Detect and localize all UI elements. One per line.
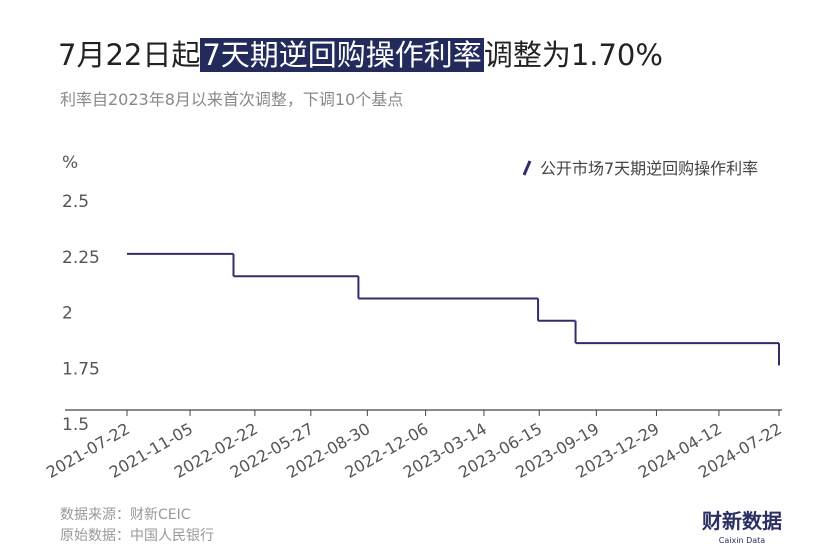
y-tick-label: 2 [62,304,73,324]
logo-sub: Caixin Data [719,536,765,545]
y-tick-label: 2.25 [62,248,100,268]
legend-swatch [522,160,532,176]
title-highlight: 7天期逆回购操作利率 [200,38,484,72]
chart-title: 7月22日起7天期逆回购操作利率调整为1.70% [58,32,663,74]
title-part: 调整为1.70% [483,38,663,72]
logo: 财新数据 [702,509,782,533]
legend-label: 公开市场7天期逆回购操作利率 [540,159,758,178]
y-axis-label: % [62,153,78,173]
chart-subtitle: 利率自2023年8月以来首次调整，下调10个基点 [60,90,404,109]
source: 数据来源：财新CEIC [60,507,191,523]
y-tick-label: 1.75 [62,359,100,379]
source: 原始数据：中国人民银行 [60,528,214,544]
title-part: 7月22日起 [58,38,201,72]
y-tick-label: 2.5 [62,192,89,212]
y-tick-label: 1.5 [62,415,89,435]
